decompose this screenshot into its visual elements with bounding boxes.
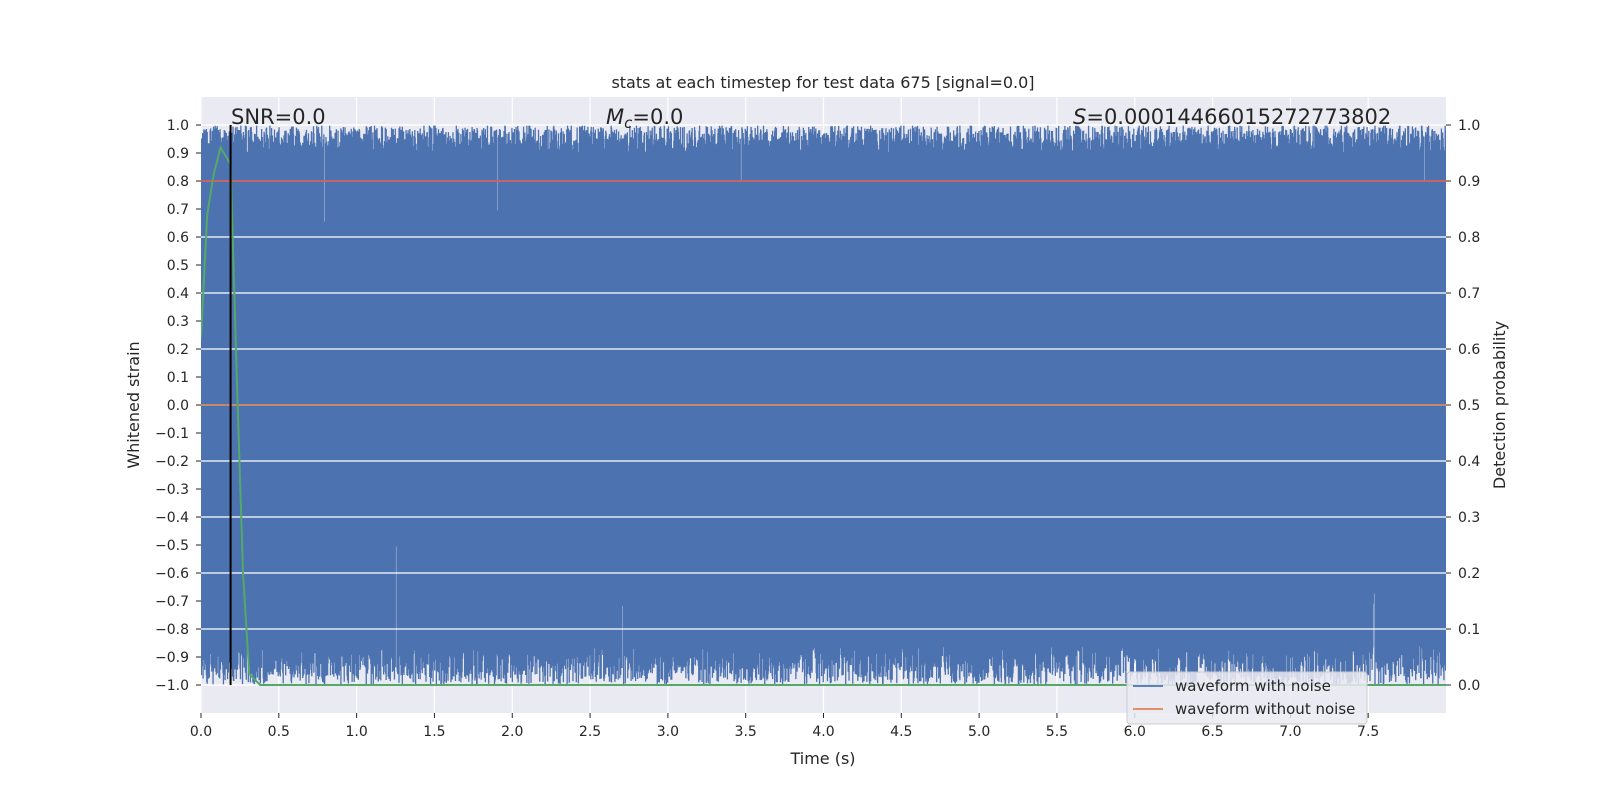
x-tick-label-3: 1.5	[423, 724, 445, 740]
x-tick-label-10: 5.0	[968, 724, 990, 740]
y2-tick-label-8: 0.2	[1458, 566, 1480, 582]
y-tick-label-1: 0.9	[167, 146, 189, 162]
y-tick-label-13: −0.3	[155, 482, 189, 498]
y-tick-label-19: −0.9	[155, 650, 189, 666]
y-tick-label-7: 0.3	[167, 314, 189, 330]
legend: waveform with noise waveform without noi…	[1126, 671, 1368, 725]
y-axis-label: Whitened strain	[124, 341, 143, 468]
x-tick-label-7: 3.5	[735, 724, 757, 740]
y2-tick-label-5: 0.5	[1458, 398, 1480, 414]
y-tick-label-18: −0.8	[155, 622, 189, 638]
x-tick-label-6: 3.0	[657, 724, 679, 740]
x-tick-label-11: 5.5	[1046, 724, 1068, 740]
y-tick-label-20: −1.0	[155, 678, 189, 694]
y2-tick-label-1: 0.9	[1458, 174, 1480, 190]
mc-subscript: c	[624, 114, 633, 132]
series-waveform-with-noise	[201, 125, 1446, 685]
y2-tick-label-2: 0.8	[1458, 230, 1480, 246]
y-ticks: 1.0 0.9 0.8 0.7 0.6 0.5 0.4 0.3 0.2 0.1 0.0 −0.1 −0.…	[155, 118, 201, 694]
y-tick-label-16: −0.6	[155, 566, 189, 582]
y2-tick-label-0: 1.0	[1458, 118, 1480, 134]
y2-tick-label-3: 0.7	[1458, 286, 1480, 302]
x-ticks: 0.0 0.5 1.0 1.5 2.0 2.5 3.0 3.5 4.0 4.5 5.0 5.5 6.0 6…	[190, 713, 1379, 740]
x-tick-label-12: 6.0	[1124, 724, 1146, 740]
annotation-chirp-mass: Mc=0.0	[606, 105, 683, 132]
series-detection-probability	[201, 144, 1446, 686]
chart-title: stats at each timestep for test data 675…	[611, 73, 1034, 92]
s-value: =0.00014466015272773802	[1086, 105, 1391, 129]
x-tick-label-15: 7.5	[1357, 724, 1379, 740]
y-tick-label-6: 0.4	[167, 286, 189, 302]
x-tick-label-14: 7.0	[1279, 724, 1301, 740]
y-tick-label-10: 0.0	[167, 398, 189, 414]
s-symbol: S	[1073, 105, 1086, 129]
y-tick-label-15: −0.5	[155, 538, 189, 554]
y-tick-label-4: 0.6	[167, 230, 189, 246]
y2-axis-label: Detection probability	[1490, 321, 1509, 489]
y-tick-label-0: 1.0	[167, 118, 189, 134]
y2-ticks: 1.0 0.9 0.8 0.7 0.6 0.5 0.4 0.3 0.2 0.1 0.0	[1446, 118, 1480, 694]
y2-tick-label-4: 0.6	[1458, 342, 1480, 358]
mc-symbol: M	[606, 105, 624, 129]
x-tick-label-8: 4.0	[812, 724, 834, 740]
x-tick-label-13: 6.5	[1201, 724, 1223, 740]
y-tick-label-9: 0.1	[167, 370, 189, 386]
y-tick-label-17: −0.7	[155, 594, 189, 610]
y2-tick-label-6: 0.4	[1458, 454, 1480, 470]
y-tick-label-14: −0.4	[155, 510, 189, 526]
y-tick-label-11: −0.1	[155, 426, 189, 442]
annotation-snr: SNR=0.0	[231, 105, 326, 129]
y2-tick-label-9: 0.1	[1458, 622, 1480, 638]
legend-label-noise: waveform with noise	[1175, 677, 1331, 695]
x-tick-label-1: 0.5	[268, 724, 290, 740]
x-tick-label-0: 0.0	[190, 724, 212, 740]
y2-tick-label-10: 0.0	[1458, 678, 1480, 694]
x-tick-label-4: 2.0	[501, 724, 523, 740]
y-tick-label-8: 0.2	[167, 342, 189, 358]
y-tick-label-12: −0.2	[155, 454, 189, 470]
annotation-s: S=0.00014466015272773802	[1073, 105, 1391, 129]
y-tick-label-2: 0.8	[167, 174, 189, 190]
x-tick-label-9: 4.5	[890, 724, 912, 740]
x-tick-label-2: 1.0	[345, 724, 367, 740]
y2-tick-label-7: 0.3	[1458, 510, 1480, 526]
y-tick-label-3: 0.7	[167, 202, 189, 218]
x-axis-label: Time (s)	[789, 749, 855, 768]
legend-label-clean: waveform without noise	[1175, 700, 1355, 718]
mc-value: =0.0	[632, 105, 683, 129]
y-tick-label-5: 0.5	[167, 258, 189, 274]
x-tick-label-5: 2.5	[579, 724, 601, 740]
